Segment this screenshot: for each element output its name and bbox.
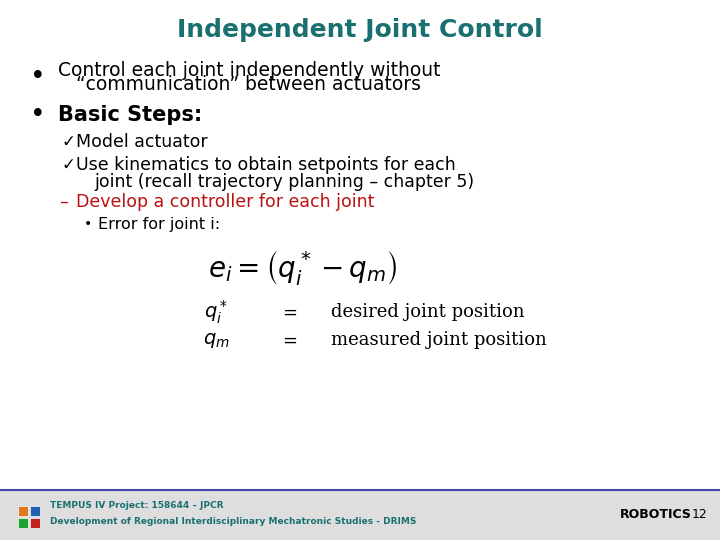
Text: desired joint position: desired joint position — [331, 303, 525, 321]
Text: Control each joint independently without: Control each joint independently without — [58, 60, 441, 79]
Text: Model actuator: Model actuator — [76, 133, 207, 151]
Text: –: – — [60, 193, 68, 211]
Text: ✓: ✓ — [61, 133, 75, 151]
Text: 12: 12 — [692, 508, 708, 521]
Text: TEMPUS IV Project: 158644 – JPCR: TEMPUS IV Project: 158644 – JPCR — [50, 502, 223, 510]
Text: $q_m$: $q_m$ — [202, 330, 230, 349]
Text: “communication” between actuators: “communication” between actuators — [76, 76, 421, 94]
FancyBboxPatch shape — [18, 518, 28, 528]
Text: ROBOTICS: ROBOTICS — [620, 508, 692, 521]
Text: Independent Joint Control: Independent Joint Control — [177, 18, 543, 42]
Text: •: • — [30, 102, 46, 128]
Text: Basic Steps:: Basic Steps: — [58, 105, 202, 125]
Text: Develop a controller for each joint: Develop a controller for each joint — [76, 193, 374, 211]
Text: $=$: $=$ — [279, 331, 297, 349]
FancyBboxPatch shape — [0, 490, 720, 540]
Text: Error for joint i:: Error for joint i: — [98, 217, 220, 232]
Text: $e_i = \left(q_i^* - q_m\right)$: $e_i = \left(q_i^* - q_m\right)$ — [208, 249, 397, 287]
Text: Use kinematics to obtain setpoints for each: Use kinematics to obtain setpoints for e… — [76, 156, 456, 174]
Text: ✓: ✓ — [61, 156, 75, 174]
Text: joint (recall trajectory planning – chapter 5): joint (recall trajectory planning – chap… — [94, 173, 474, 191]
FancyBboxPatch shape — [30, 506, 40, 516]
Text: $=$: $=$ — [279, 303, 297, 321]
Text: Development of Regional Interdisciplinary Mechatronic Studies - DRIMS: Development of Regional Interdisciplinar… — [50, 517, 416, 526]
FancyBboxPatch shape — [30, 518, 40, 528]
Text: measured joint position: measured joint position — [331, 331, 547, 349]
FancyBboxPatch shape — [18, 506, 28, 516]
Text: •: • — [30, 64, 46, 90]
Text: •: • — [84, 217, 92, 231]
Text: $q_i^*$: $q_i^*$ — [204, 298, 228, 326]
